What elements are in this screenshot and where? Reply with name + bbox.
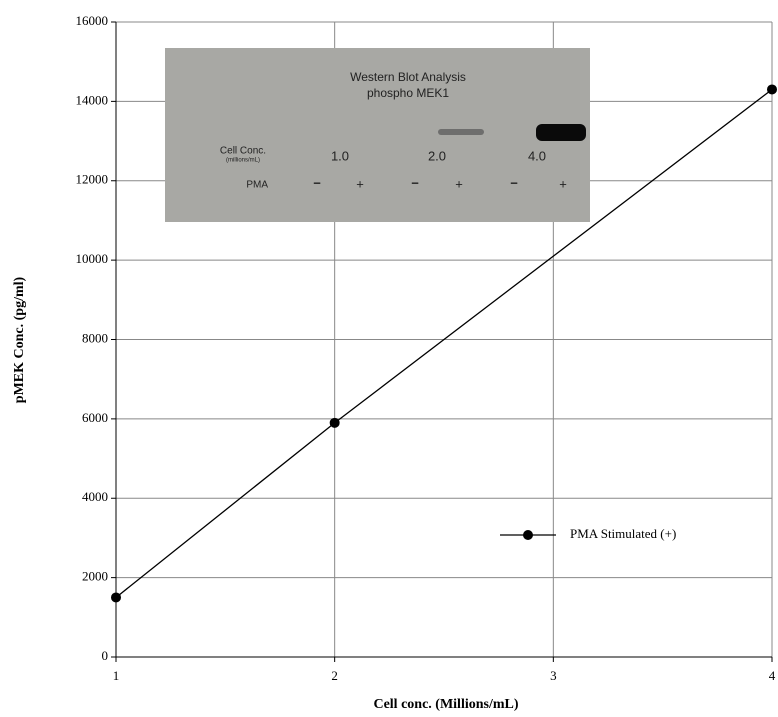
data-point bbox=[329, 417, 340, 428]
x-tick-label: 2 bbox=[331, 668, 338, 683]
data-point bbox=[767, 84, 777, 95]
inset-row-label: Cell Conc. bbox=[220, 146, 266, 157]
inset-pma: + bbox=[559, 176, 567, 191]
inset-pma: + bbox=[356, 176, 364, 191]
inset-subtitle: phospho MEK1 bbox=[367, 86, 449, 100]
x-tick-label: 4 bbox=[769, 668, 776, 683]
inset-row-label: (millions/mL) bbox=[226, 158, 260, 164]
inset-title: Western Blot Analysis bbox=[350, 70, 466, 84]
inset-conc: 1.0 bbox=[331, 148, 349, 163]
inset-row-label: PMA bbox=[246, 180, 268, 191]
inset-background bbox=[165, 48, 590, 222]
legend-label: PMA Stimulated (+) bbox=[570, 526, 676, 541]
y-tick-label: 2000 bbox=[82, 569, 108, 584]
y-tick-label: 0 bbox=[102, 648, 109, 663]
western-blot-inset: Western Blot Analysis phospho MEK1 Cell … bbox=[165, 48, 590, 222]
data-point bbox=[111, 592, 121, 603]
y-tick-label: 6000 bbox=[82, 410, 108, 425]
x-axis-title: Cell conc. (Millions/mL) bbox=[373, 697, 518, 712]
x-tick-label: 1 bbox=[113, 668, 120, 683]
y-tick-label: 4000 bbox=[82, 489, 108, 504]
blot-band bbox=[438, 129, 484, 135]
y-tick-label: 16000 bbox=[76, 13, 109, 28]
y-axis-title: pMEK Conc. (pg/ml) bbox=[12, 276, 27, 403]
inset-pma: − bbox=[313, 175, 321, 190]
y-tick-label: 12000 bbox=[76, 172, 109, 187]
legend-marker bbox=[523, 530, 533, 540]
x-tick-label: 3 bbox=[550, 668, 557, 683]
inset-conc: 4.0 bbox=[528, 148, 546, 163]
y-tick-label: 8000 bbox=[82, 330, 108, 345]
inset-pma: − bbox=[510, 175, 518, 190]
inset-conc: 2.0 bbox=[428, 148, 446, 163]
y-tick-label: 14000 bbox=[76, 92, 109, 107]
y-tick-label: 10000 bbox=[76, 251, 109, 266]
inset-pma: − bbox=[411, 175, 419, 190]
blot-band bbox=[536, 124, 586, 141]
inset-pma: + bbox=[455, 176, 463, 191]
